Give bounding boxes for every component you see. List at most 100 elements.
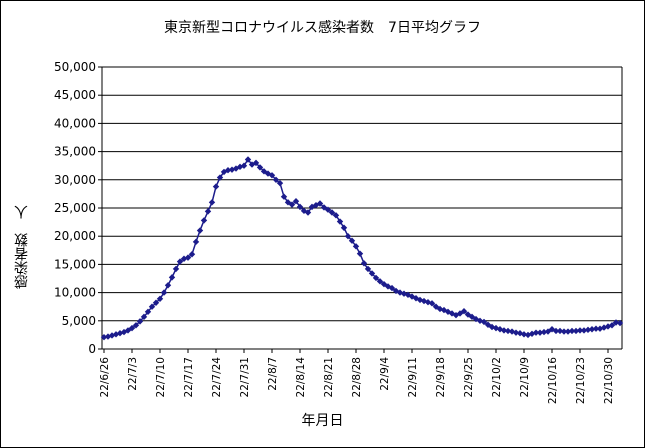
data-point [376,278,384,285]
data-point [156,295,164,303]
data-point [352,243,360,250]
data-point [552,327,560,335]
x-tick-label: 22/8/21 [323,357,335,397]
data-point [288,201,296,208]
x-tick-label: 22/7/24 [211,357,223,398]
data-point [504,327,512,335]
data-point [200,217,208,224]
x-tick-label: 22/10/9 [519,357,531,397]
x-tick-label: 22/8/7 [267,357,279,391]
data-point [460,308,468,315]
data-point [272,176,280,183]
x-tick-label: 22/9/4 [379,357,391,391]
data-point [164,282,172,289]
data-point [188,251,196,258]
x-tick-label: 22/8/28 [351,357,363,397]
data-point [132,322,140,329]
data-point [340,224,348,231]
data-point [260,168,268,175]
data-point [576,327,584,334]
data-point [580,327,588,334]
data-point [152,299,160,306]
data-point [612,319,620,326]
data-point [160,289,168,296]
y-tick-label: 5,000 [62,314,96,328]
x-tick-label: 22/10/23 [575,357,587,404]
y-tick-label: 40,000 [54,116,96,130]
x-tick-label: 22/9/25 [463,357,475,397]
data-point [140,313,148,321]
x-tick-label: 22/8/14 [295,357,307,398]
data-point [196,227,204,234]
x-axis-label: 年月日 [301,413,344,429]
y-tick-label: 0 [88,342,96,356]
data-point [520,331,528,338]
x-tick-label: 22/9/18 [435,357,447,397]
x-tick-label: 22/10/30 [603,357,615,404]
data-point [184,254,192,261]
data-point [560,328,568,335]
data-point [608,322,616,329]
data-point [204,208,212,215]
data-point [568,327,576,335]
y-tick-label: 50,000 [54,60,96,74]
x-tick-label: 22/7/3 [127,357,139,391]
data-point [348,237,356,244]
data-point [564,328,572,335]
data-point [280,193,288,200]
data-point [304,209,312,216]
x-tick-label: 22/6/26 [99,357,111,398]
data-point [316,200,324,207]
data-point [268,172,276,179]
data-point [480,318,488,326]
y-tick-label: 10,000 [54,286,96,300]
x-tick-label: 22/7/17 [183,357,195,397]
y-tick-label: 20,000 [54,229,96,243]
data-point [176,258,184,265]
data-point [616,319,624,327]
data-point [388,284,396,292]
data-point [536,329,544,336]
data-point [556,327,564,335]
x-tick-label: 22/10/16 [547,357,559,404]
data-point [500,327,508,334]
data-point [368,270,376,277]
data-point [428,300,436,307]
x-tick-label: 22/9/11 [407,357,419,397]
data-point [168,274,176,281]
x-tick-label: 22/7/10 [155,357,167,397]
data-point [100,333,108,341]
chart-title: 東京新型コロナウイルス感染者数 7日平均グラフ [164,20,481,36]
data-point [216,174,224,181]
data-point [572,327,580,335]
data-point [124,327,132,334]
data-point [192,238,200,246]
data-point [256,164,264,171]
data-point [364,265,372,273]
data-point [136,318,144,325]
x-tick-label: 22/10/2 [491,357,503,397]
data-point [328,209,336,216]
data-point [180,255,188,262]
data-point [356,250,364,257]
y-tick-label: 35,000 [54,145,96,159]
data-point [172,265,180,273]
x-tick-label: 22/7/31 [239,357,251,397]
data-point [224,167,232,174]
data-point [252,159,260,167]
data-point [332,212,340,219]
data-point [360,260,368,267]
y-tick-label: 45,000 [54,88,96,102]
data-point [236,163,244,171]
data-point [532,329,540,336]
data-point [512,329,520,336]
data-point [372,274,380,282]
y-tick-label: 30,000 [54,173,96,187]
data-point [296,203,304,211]
data-point [336,218,344,225]
data-point [584,326,592,334]
data-point [244,156,252,163]
data-point [128,324,136,332]
data-point [344,233,352,240]
